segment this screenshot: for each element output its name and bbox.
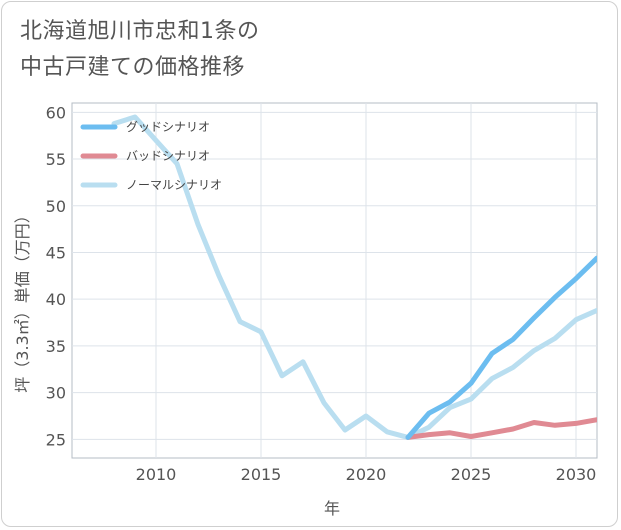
y-tick-label: 30 xyxy=(46,384,66,403)
x-tick-label: 2015 xyxy=(241,465,282,484)
y-tick-label: 45 xyxy=(46,243,66,262)
y-axis-label: 坪（3.3㎡）単価（万円） xyxy=(13,207,32,392)
y-tick-label: 35 xyxy=(46,337,66,356)
series-layer xyxy=(111,114,597,440)
y-tick-label: 40 xyxy=(46,290,66,309)
x-tick-label: 2020 xyxy=(346,465,387,484)
title-line-2: 中古戸建ての価格推移 xyxy=(20,55,246,80)
y-tick-label: 55 xyxy=(46,150,66,169)
series-line-3 xyxy=(111,114,597,440)
series-line-1 xyxy=(405,255,597,440)
x-tick-label: 2030 xyxy=(556,465,597,484)
legend-label: バッドシナリオ xyxy=(126,149,210,163)
x-tick-label: 2025 xyxy=(451,465,492,484)
y-tick-label: 50 xyxy=(46,197,66,216)
legend-label: ノーマルシナリオ xyxy=(126,178,222,192)
x-axis-label: 年 xyxy=(324,499,340,518)
plot-area xyxy=(71,102,598,459)
x-tick-label: 2010 xyxy=(136,465,177,484)
legend-label: グッドシナリオ xyxy=(126,120,210,134)
grid-lines xyxy=(72,103,597,458)
chart-title: 北海道旭川市忠和1条の 中古戸建ての価格推移 xyxy=(20,14,260,86)
y-tick-label: 25 xyxy=(46,430,66,449)
title-line-1: 北海道旭川市忠和1条の xyxy=(20,19,260,44)
tick-labels: 2010 2015 2020 2025 2030 25 30 35 40 45 50 55 60 xyxy=(46,103,597,484)
series-line-2 xyxy=(405,417,597,440)
y-tick-label: 60 xyxy=(46,103,66,122)
